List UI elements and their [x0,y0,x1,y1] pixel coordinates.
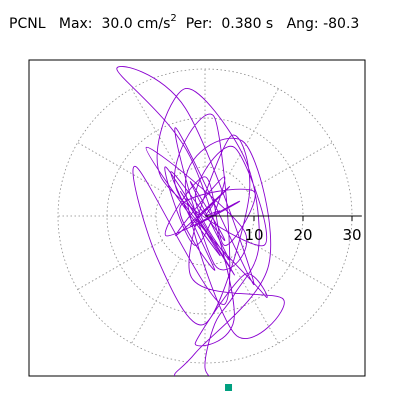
station-code: PCNL [9,16,46,32]
motion-trace [116,66,285,376]
grid-spoke [229,88,279,174]
end-marker-group [225,384,233,391]
max-label: Max: [58,16,93,32]
grid-spoke [131,88,181,174]
angle-label: Ang: [286,16,319,32]
period-label: Per: [185,16,213,32]
axis-tick-label: 30 [342,226,361,244]
angle-value: -80.3 [323,16,360,32]
polar-grid [57,68,353,364]
axis-tick-label: 20 [293,226,312,244]
axis-tick-label: 10 [244,226,263,244]
grid-spoke [229,258,279,344]
radial-axis: 10 20 30 [205,215,362,244]
grid-spoke [131,258,181,344]
period-value: 0.380 s [221,16,274,32]
grid-spoke [77,142,163,192]
end-marker [225,384,233,391]
grid-spoke [77,240,163,290]
chart-header: PCNL Max: 30.0 cm/s2 Per: 0.380 s Ang: -… [9,14,359,34]
max-value: 30.0 cm/s [101,16,171,32]
max-exponent: 2 [170,13,177,24]
trace-line [116,66,285,376]
grid-spoke [247,240,333,290]
